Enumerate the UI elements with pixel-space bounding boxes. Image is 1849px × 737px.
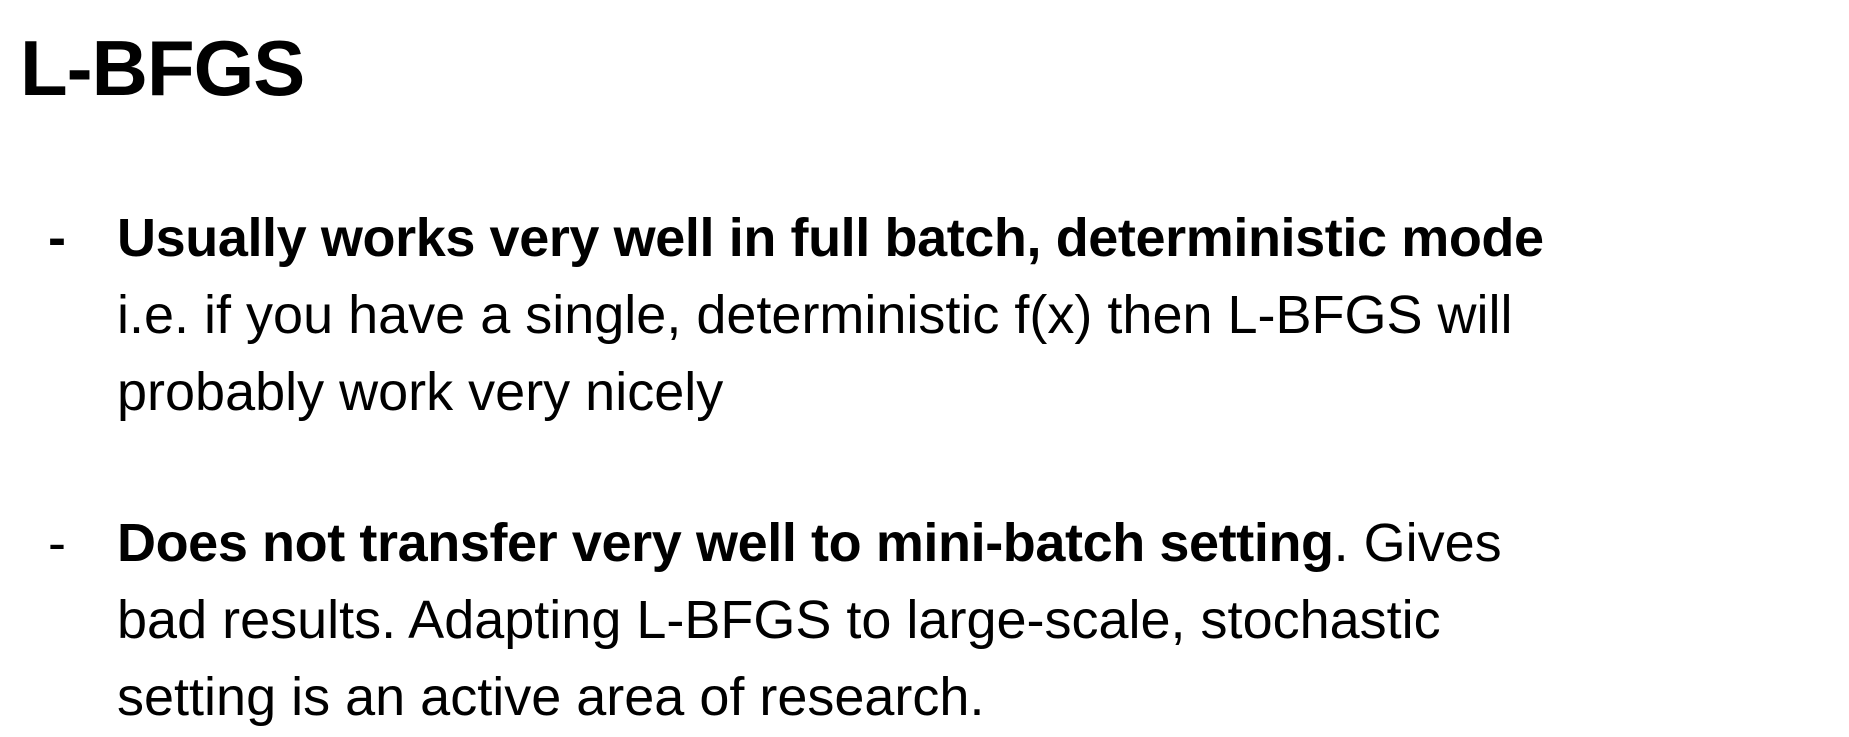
bullet-tail-text: . Gives [1333,513,1502,573]
bullet-first-line: Does not transfer very well to mini-batc… [117,505,1842,582]
bullet-line: setting is an active area of research. [117,667,985,727]
bullet-line: bad results. Adapting L-BFGS to large-sc… [117,590,1441,650]
bullet-text: Does not transfer very well to mini-batc… [117,505,1842,736]
bullet-line: i.e. if you have a single, deterministic… [117,285,1513,345]
bullet-marker: - [48,513,66,573]
slide-title: L-BFGS [20,24,305,112]
bullet-bold-text: Does not transfer very well to mini-batc… [117,513,1334,573]
bullet-text: Usually works very well in full batch, d… [117,200,1842,431]
bullet-line: probably work very nicely [117,362,724,422]
bullet-bold-text: Usually works very well in full batch, d… [117,208,1544,268]
bullet-marker: - [48,208,66,268]
